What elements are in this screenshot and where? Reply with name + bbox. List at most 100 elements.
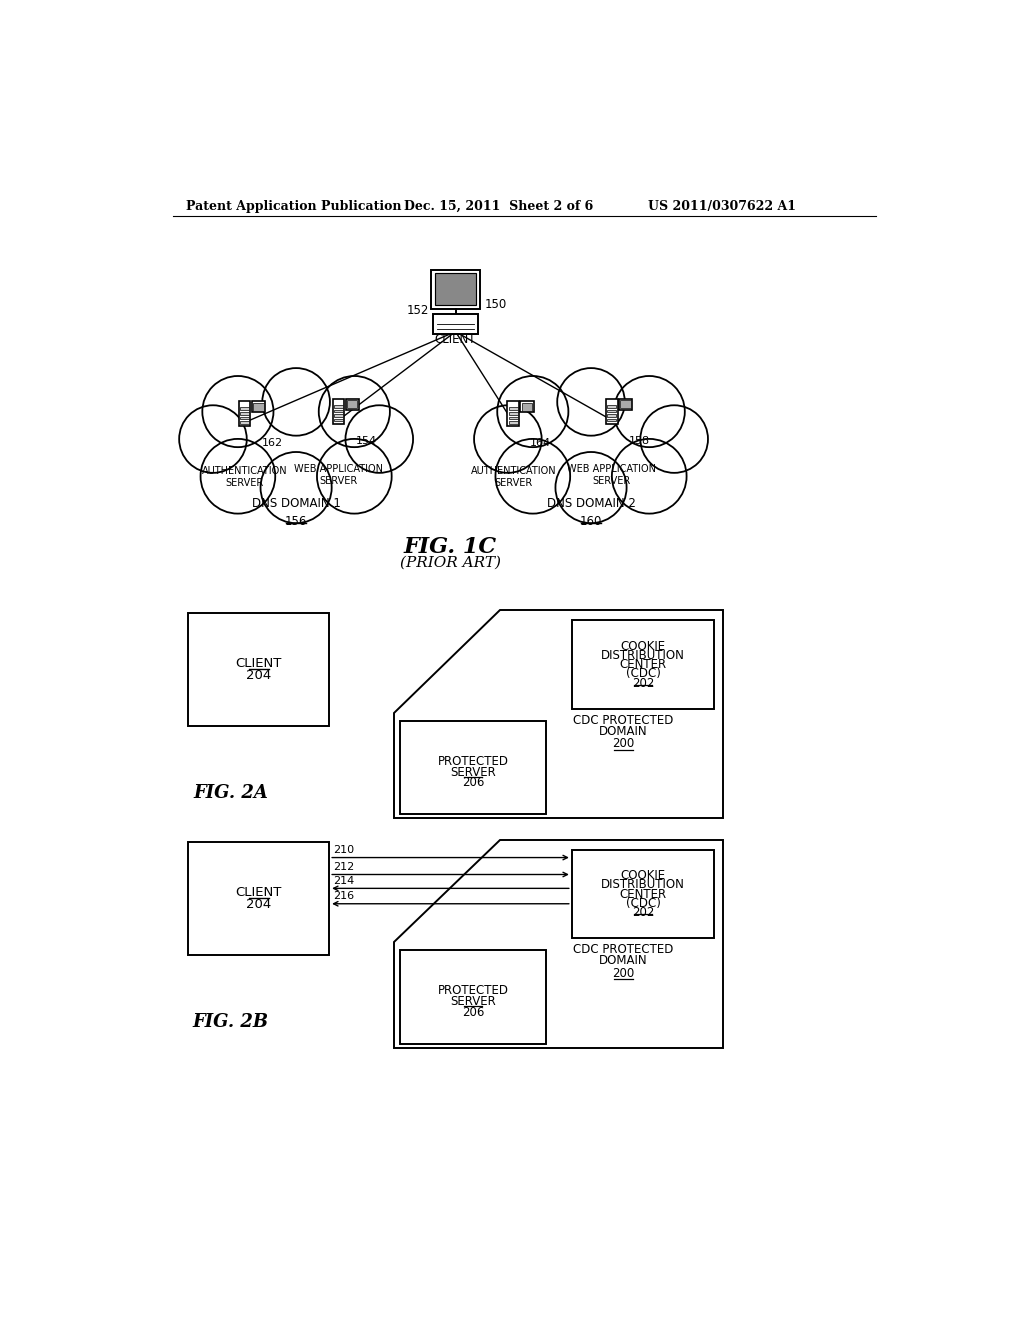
Circle shape [179, 405, 247, 473]
Text: COOKIE: COOKIE [621, 640, 666, 652]
Text: (CDC): (CDC) [626, 668, 660, 680]
Text: 150: 150 [484, 298, 507, 312]
Bar [433, 314, 477, 334]
Bar [239, 401, 251, 426]
Text: (CDC): (CDC) [626, 896, 660, 909]
Bar [346, 399, 358, 409]
Bar [571, 850, 714, 939]
Circle shape [317, 440, 391, 513]
Text: SERVER: SERVER [451, 766, 496, 779]
Text: DOMAIN: DOMAIN [599, 954, 647, 968]
Bar [253, 403, 263, 411]
Bar [347, 400, 357, 408]
Bar [240, 421, 249, 424]
Text: WEB APPLICATION
SERVER: WEB APPLICATION SERVER [567, 465, 656, 486]
Text: DISTRIBUTION: DISTRIBUTION [601, 878, 685, 891]
Bar [621, 400, 631, 408]
Text: FIG. 1C: FIG. 1C [403, 536, 497, 558]
Text: 154: 154 [355, 436, 377, 446]
Bar [607, 418, 616, 421]
Text: 160: 160 [580, 515, 602, 528]
Bar [620, 399, 632, 409]
Text: 206: 206 [462, 1006, 484, 1019]
Text: 216: 216 [333, 891, 354, 902]
Text: 200: 200 [612, 737, 635, 750]
Bar [188, 842, 330, 956]
Text: AUTHENTICATION
SERVER: AUTHENTICATION SERVER [470, 466, 556, 488]
Text: 158: 158 [629, 436, 650, 446]
Text: SERVER: SERVER [451, 995, 496, 1008]
Polygon shape [394, 840, 724, 1048]
Polygon shape [394, 610, 724, 818]
Text: Patent Application Publication: Patent Application Publication [186, 199, 401, 213]
Text: DNS DOMAIN 2: DNS DOMAIN 2 [547, 496, 636, 510]
Bar [607, 414, 616, 417]
Circle shape [555, 451, 627, 523]
Text: 162: 162 [261, 438, 283, 449]
Circle shape [345, 405, 413, 473]
Text: 210: 210 [333, 845, 354, 855]
Bar [606, 399, 617, 424]
Text: FIG. 2B: FIG. 2B [193, 1014, 268, 1031]
Text: 202: 202 [632, 677, 654, 689]
Bar [400, 950, 547, 1044]
Bar [333, 399, 344, 424]
Circle shape [260, 451, 332, 523]
Circle shape [262, 368, 330, 436]
Text: COOKIE: COOKIE [621, 869, 666, 882]
Ellipse shape [503, 395, 679, 500]
Bar [509, 412, 518, 414]
Text: CDC PROTECTED: CDC PROTECTED [573, 714, 674, 727]
Text: CENTER: CENTER [620, 887, 667, 900]
Circle shape [557, 368, 625, 436]
Bar [571, 620, 714, 709]
Text: CLIENT: CLIENT [435, 333, 476, 346]
Bar [334, 409, 343, 412]
Text: AUTHENTICATION
SERVER: AUTHENTICATION SERVER [202, 466, 288, 488]
Bar [240, 417, 249, 420]
Text: US 2011/0307622 A1: US 2011/0307622 A1 [648, 199, 796, 213]
Text: 206: 206 [462, 776, 484, 789]
Text: CLIENT: CLIENT [236, 656, 282, 669]
Circle shape [201, 440, 275, 513]
Bar [522, 403, 532, 411]
Bar [400, 721, 547, 814]
Text: (PRIOR ART): (PRIOR ART) [399, 556, 501, 570]
Text: 204: 204 [246, 669, 271, 682]
Bar [509, 417, 518, 420]
Circle shape [203, 376, 273, 447]
Text: WEB APPLICATION
SERVER: WEB APPLICATION SERVER [294, 465, 383, 486]
Circle shape [612, 440, 686, 513]
Bar [509, 408, 518, 411]
Text: 200: 200 [612, 966, 635, 979]
Bar [334, 414, 343, 417]
Bar [607, 409, 616, 412]
Bar [607, 405, 616, 408]
Text: 212: 212 [333, 862, 354, 873]
Bar [520, 401, 534, 412]
Circle shape [640, 405, 708, 473]
Text: 204: 204 [246, 899, 271, 911]
Bar [188, 612, 330, 726]
Circle shape [318, 376, 390, 447]
Text: 214: 214 [333, 876, 354, 886]
Text: PROTECTED: PROTECTED [437, 985, 509, 998]
Bar [240, 412, 249, 414]
Text: DNS DOMAIN 1: DNS DOMAIN 1 [252, 496, 341, 510]
Text: CDC PROTECTED: CDC PROTECTED [573, 944, 674, 957]
Bar [435, 273, 476, 305]
Ellipse shape [208, 395, 384, 500]
Bar [252, 401, 265, 412]
Bar [240, 408, 249, 411]
Text: CLIENT: CLIENT [236, 886, 282, 899]
Text: PROTECTED: PROTECTED [437, 755, 509, 768]
Text: 202: 202 [632, 906, 654, 919]
Bar [334, 418, 343, 421]
Text: 156: 156 [285, 515, 307, 528]
Circle shape [613, 376, 685, 447]
Bar [509, 421, 518, 424]
Bar [334, 405, 343, 408]
Circle shape [474, 405, 542, 473]
Circle shape [496, 440, 570, 513]
Text: FIG. 2A: FIG. 2A [194, 784, 268, 801]
